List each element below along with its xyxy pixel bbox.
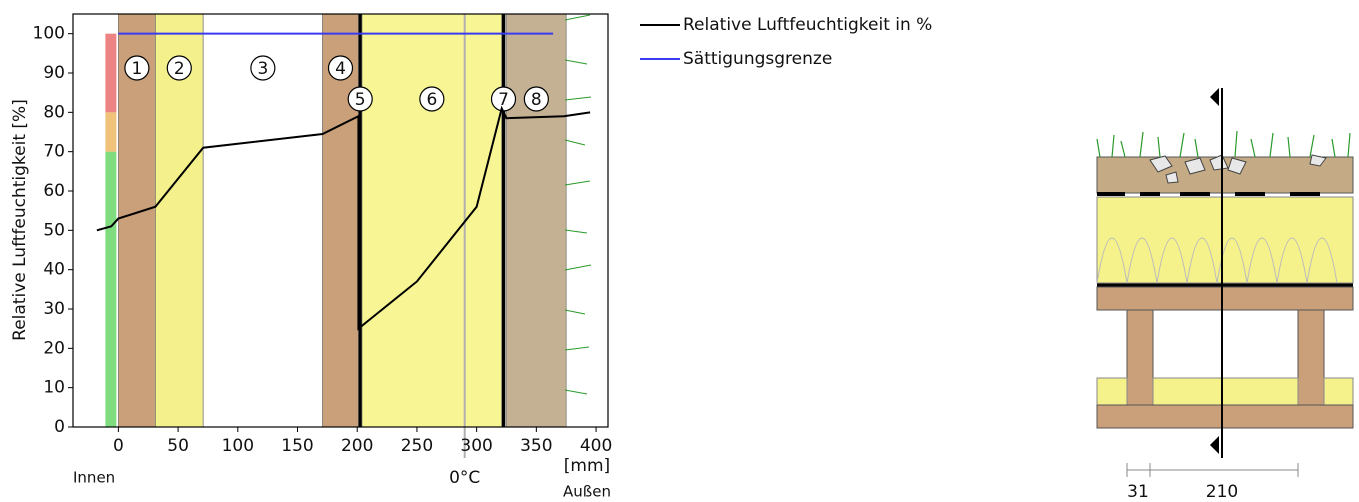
x-tick-label: 150 — [281, 436, 313, 456]
series-line — [96, 105, 591, 331]
layer-label: 2 — [174, 59, 185, 79]
humidity-band — [105, 151, 117, 427]
grass — [564, 14, 592, 395]
legend-label: Relative Luftfeuchtigkeit in % — [683, 15, 932, 35]
y-axis-label: Relative Luftfeuchtigkeit [%] — [10, 99, 30, 341]
x-tick-label: 100 — [222, 436, 254, 456]
y-tick-label: 40 — [43, 260, 65, 280]
layer-badge — [523, 86, 549, 112]
x-tick-label: 300 — [460, 436, 492, 456]
x-tick-label: 250 — [401, 436, 433, 456]
y-tick-label: 60 — [43, 181, 65, 201]
layer — [118, 13, 156, 428]
legend-label: Sättigungsgrenze — [683, 49, 832, 69]
x-tick-label: 400 — [580, 436, 612, 456]
layer-badge — [327, 55, 354, 81]
layer-badge — [124, 55, 150, 81]
humidity-band — [105, 33, 117, 113]
layer-label: 5 — [355, 90, 366, 110]
layer-label: 8 — [531, 90, 542, 110]
layer-badge — [419, 86, 445, 112]
plot: 1 2 3 45 6 7 8 0°C 0 10 20 30 40 50 60 70 80 90 100 0 50 100 1… — [33, 13, 932, 488]
y-tick-label: 100 — [33, 24, 65, 44]
y-tick-label: 30 — [43, 299, 65, 319]
layer-label: 1 — [131, 59, 142, 79]
layer — [506, 13, 567, 428]
y-tick-label: 0 — [54, 417, 65, 437]
layer-badge — [347, 86, 373, 112]
x-tick-label: 0 — [113, 436, 124, 456]
layer — [155, 13, 204, 428]
x-tick-label: 350 — [520, 436, 552, 456]
layer — [322, 13, 359, 428]
layer-label: 4 — [335, 59, 346, 79]
detail-drawing — [1096, 88, 1354, 477]
layer-badge — [250, 55, 276, 81]
dimension-label: 31 — [1127, 482, 1149, 502]
y-tick-label: 50 — [43, 220, 65, 240]
humidity-band — [105, 112, 117, 152]
layer — [361, 13, 503, 428]
y-tick-label: 80 — [43, 102, 65, 122]
layer-label: 7 — [498, 90, 509, 110]
layer-badge — [166, 55, 192, 81]
layer-label: 6 — [426, 90, 437, 110]
y-tick-label: 70 — [43, 142, 65, 162]
outside-label: Außen — [563, 483, 611, 501]
dimension-label: 210 — [1206, 482, 1238, 502]
layer-label: 3 — [257, 59, 268, 79]
x-tick-label: 50 — [167, 436, 189, 456]
plot-frame — [72, 13, 609, 428]
layer — [501, 13, 506, 428]
y-tick-label: 20 — [43, 338, 65, 358]
y-tick-label: 10 — [43, 378, 65, 398]
freezing-label: 0°C — [449, 468, 480, 488]
x-tick-label: 200 — [341, 436, 373, 456]
y-tick-label: 90 — [43, 63, 65, 83]
x-axis-unit: [mm] — [564, 456, 610, 476]
inside-label: Innen — [73, 469, 115, 487]
